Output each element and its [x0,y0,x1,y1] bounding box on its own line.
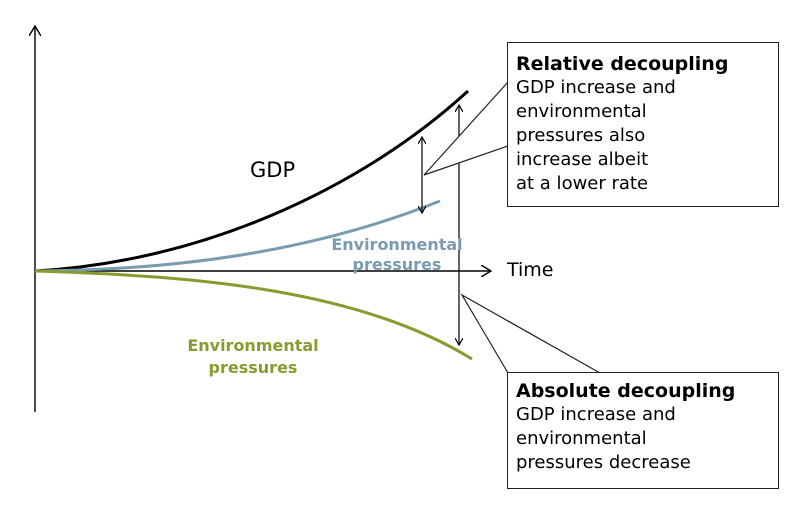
env-pressures-relative-label: Environmental pressures [331,235,463,274]
relative-callout-pointer [423,80,509,176]
relative-decoupling-text: GDP increase and environmental pressures… [516,77,676,194]
time-axis-label: Time [507,259,554,281]
gdp-curve [34,89,470,273]
env-pressures-absolute-label: Environmental pressures [187,336,319,377]
relative-decoupling-title: Relative decoupling [516,53,729,75]
absolute-callout-pointer [460,293,603,374]
relative-decoupling-callout: Relative decoupling GDP increase and env… [507,42,779,207]
absolute-decoupling-title: Absolute decoupling [516,380,736,402]
absolute-decoupling-text: GDP increase and environmental pressures… [516,404,691,473]
gdp-label: GDP [250,158,296,182]
env-pressures-relative-curve [34,199,441,273]
env-pressures-absolute-curve [34,269,473,361]
absolute-decoupling-callout: Absolute decoupling GDP increase and env… [507,372,779,489]
